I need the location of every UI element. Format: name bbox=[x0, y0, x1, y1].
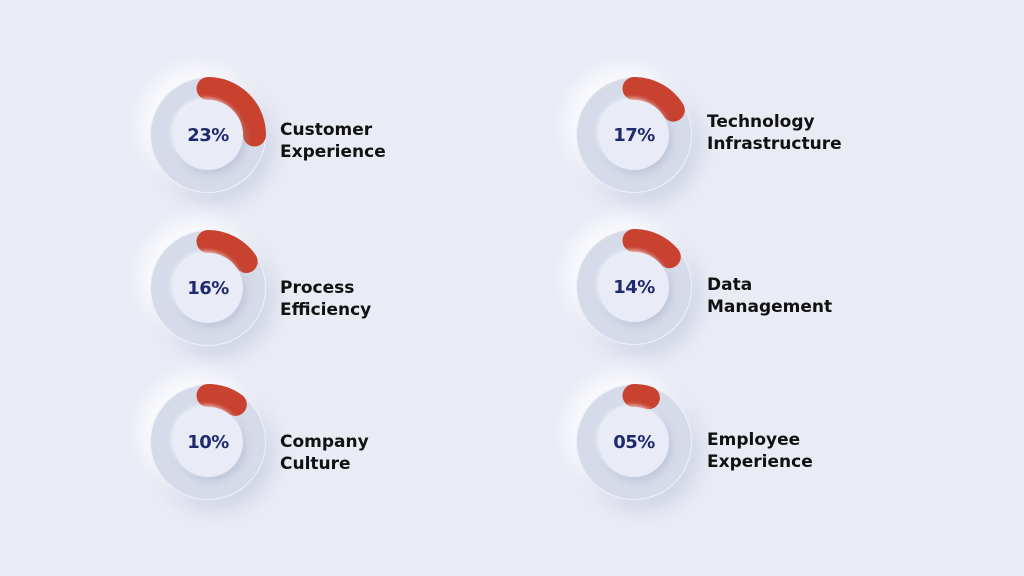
percent-value: 05% bbox=[613, 431, 655, 453]
ring-center: 05% bbox=[599, 407, 669, 477]
percent-value: 10% bbox=[187, 431, 229, 453]
ring-center: 17% bbox=[599, 100, 669, 170]
progress-ring: 10% bbox=[150, 384, 266, 500]
percent-value: 14% bbox=[613, 276, 655, 298]
progress-arc-icon bbox=[196, 77, 266, 147]
metric-label: Data Management bbox=[707, 275, 833, 317]
ring-center: 23% bbox=[173, 100, 243, 170]
progress-arc-icon bbox=[196, 384, 247, 416]
metric-label: Customer Experience bbox=[280, 120, 386, 162]
progress-ring: 17% bbox=[576, 77, 692, 193]
progress-arc-icon bbox=[622, 384, 660, 410]
progress-ring: 14% bbox=[576, 229, 692, 345]
progress-arc-icon bbox=[622, 229, 681, 269]
metric-label: Process Efficiency bbox=[280, 278, 372, 320]
progress-ring: 05% bbox=[576, 384, 692, 500]
ring-center: 16% bbox=[173, 253, 243, 323]
progress-ring: 23% bbox=[150, 77, 266, 193]
progress-arc-icon bbox=[622, 77, 685, 122]
metric-label: Technology Infrastructure bbox=[707, 112, 842, 154]
metric-label: Company Culture bbox=[280, 432, 369, 474]
percent-value: 23% bbox=[187, 124, 229, 146]
ring-center: 10% bbox=[173, 407, 243, 477]
ring-center: 14% bbox=[599, 252, 669, 322]
percent-value: 16% bbox=[187, 277, 229, 299]
percent-value: 17% bbox=[613, 124, 655, 146]
progress-ring: 16% bbox=[150, 230, 266, 346]
metric-label: Employee Experience bbox=[707, 430, 813, 472]
progress-arc-icon bbox=[196, 230, 258, 273]
